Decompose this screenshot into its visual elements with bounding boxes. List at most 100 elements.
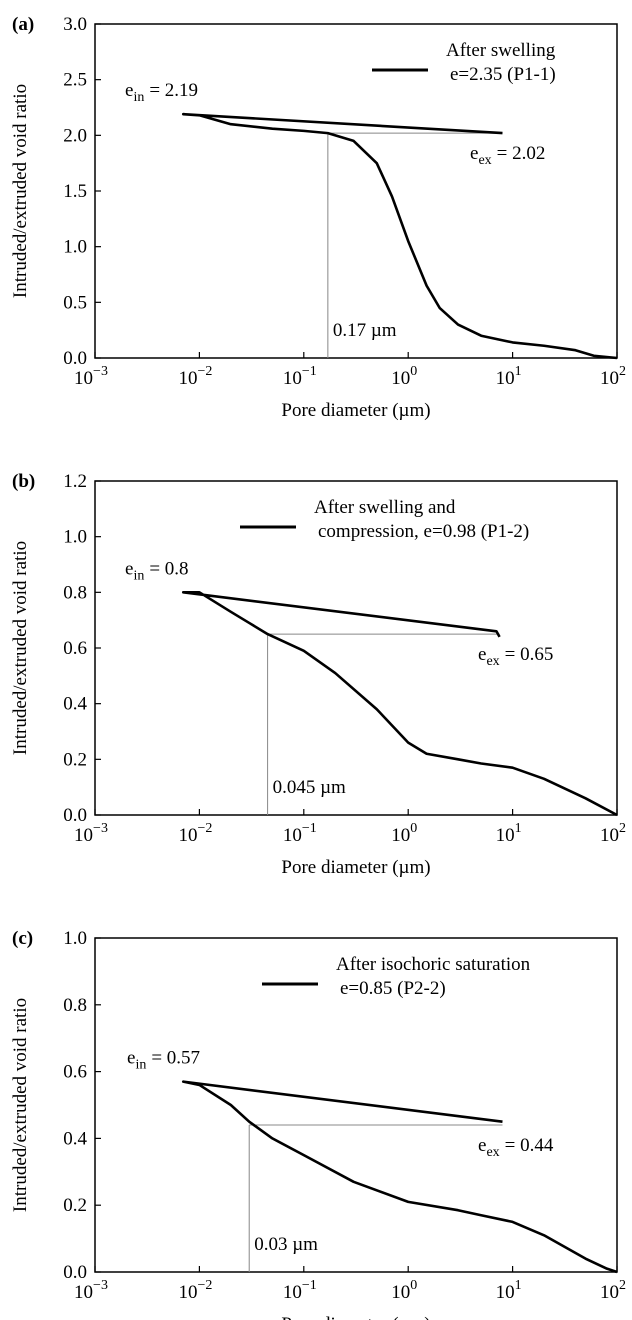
legend-label: After swelling [446,40,556,61]
y-tick-label: 0.6 [63,1062,87,1083]
annotation-label: = 0.65 [505,644,554,665]
annotation-label: = 2.19 [149,80,198,101]
x-tick-base: 10 [178,1282,197,1303]
x-tick-label: 10−3 [74,364,108,389]
x-tick-exponent: −2 [197,1278,212,1293]
x-tick-base: 10 [74,1282,93,1303]
x-tick-label: 10−1 [283,364,317,389]
x-tick-label: 10−2 [178,364,212,389]
legend-label: e=0.85 (P2-2) [340,978,446,999]
y-tick-label: 0.5 [63,292,87,313]
x-tick-exponent: 2 [619,1278,626,1293]
x-tick-exponent: 2 [619,364,626,379]
x-tick-exponent: −3 [93,821,108,836]
annotation-symbol: e [127,1048,135,1069]
x-tick-label: 10−2 [178,821,212,846]
annotation-label: = 0.57 [151,1048,200,1069]
x-tick-exponent: −1 [302,821,317,836]
annotation-symbol: e [125,80,133,101]
y-tick-label: 2.0 [63,125,87,146]
annotation-subscript: in [133,90,144,105]
x-tick-exponent: −3 [93,364,108,379]
data-line [181,112,618,360]
annotation-label: = 0.8 [149,558,188,579]
x-tick-base: 10 [283,368,302,389]
x-tick-label: 101 [496,364,522,389]
x-tick-base: 10 [600,825,619,846]
annotation-symbol: e [478,1135,486,1156]
annotation-subscript: in [135,1058,146,1073]
x-tick-base: 10 [391,368,410,389]
x-tick-exponent: 2 [619,821,626,836]
y-tick-label: 1.0 [63,527,87,548]
annotation: ein = 0.57 [127,1048,200,1073]
legend-label: compression, e=0.98 (P1-2) [318,521,529,542]
guide-label: 0.045 µm [273,777,346,798]
x-tick-label: 102 [600,364,626,389]
plot-frame [94,937,618,1273]
x-tick-label: 102 [600,821,626,846]
y-tick-label: 1.0 [63,928,87,949]
x-tick-base: 10 [178,825,197,846]
annotation-symbol: e [125,558,133,579]
x-tick-exponent: 1 [515,364,522,379]
annotation: eex = 0.44 [478,1135,554,1160]
y-tick-label: 0.8 [63,995,87,1016]
y-axis-label: Intruded/extruded void ratio [10,541,31,755]
y-tick-label: 0.4 [63,694,87,715]
x-tick-label: 10−1 [283,1278,317,1303]
x-tick-label: 101 [496,821,522,846]
data-line [181,591,618,817]
y-tick-label: 1.2 [63,471,87,492]
x-tick-label: 100 [391,1278,417,1303]
y-axis-label: Intruded/extruded void ratio [10,998,31,1212]
y-tick-label: 1.0 [63,237,87,258]
y-tick-label: 3.0 [63,14,87,35]
x-tick-exponent: 0 [410,1278,417,1293]
x-tick-exponent: −2 [197,821,212,836]
x-tick-label: 10−3 [74,1278,108,1303]
x-tick-label: 10−3 [74,821,108,846]
x-axis-label: Pore diameter (µm) [281,1314,430,1320]
x-tick-base: 10 [391,1282,410,1303]
guide-label: 0.03 µm [254,1234,318,1255]
annotation-subscript: ex [486,1145,499,1160]
x-axis-label: Pore diameter (µm) [281,400,430,421]
x-tick-base: 10 [496,825,515,846]
x-tick-base: 10 [496,368,515,389]
x-tick-label: 10−2 [178,1278,212,1303]
x-tick-label: 100 [391,821,417,846]
x-tick-exponent: 0 [410,821,417,836]
x-axis-label: Pore diameter (µm) [281,857,430,878]
y-tick-label: 1.5 [63,181,87,202]
y-tick-label: 0.8 [63,582,87,603]
y-tick-label: 0.2 [63,1195,87,1216]
x-tick-label: 101 [496,1278,522,1303]
panel-label: (a) [12,14,34,35]
y-tick-label: 0.2 [63,749,87,770]
y-tick-label: 0.0 [63,805,87,826]
x-tick-base: 10 [600,1282,619,1303]
x-tick-exponent: −2 [197,364,212,379]
x-tick-base: 10 [600,368,619,389]
y-tick-label: 0.4 [63,1128,87,1149]
annotation: eex = 0.65 [478,644,553,669]
x-tick-base: 10 [391,825,410,846]
annotation-subscript: in [133,568,144,583]
annotation: ein = 2.19 [125,80,198,105]
y-tick-label: 0.6 [63,638,87,659]
panel-label: (c) [12,928,33,949]
data-line [181,1080,618,1274]
x-tick-base: 10 [178,368,197,389]
annotation-subscript: ex [478,153,491,168]
x-tick-base: 10 [496,1282,515,1303]
x-tick-label: 10−1 [283,821,317,846]
x-tick-base: 10 [283,825,302,846]
x-tick-exponent: −1 [302,364,317,379]
annotation-label: = 0.44 [505,1135,554,1156]
annotation-subscript: ex [486,654,499,669]
x-tick-exponent: −3 [93,1278,108,1293]
legend-label: e=2.35 (P1-1) [450,64,556,85]
x-tick-label: 102 [600,1278,626,1303]
